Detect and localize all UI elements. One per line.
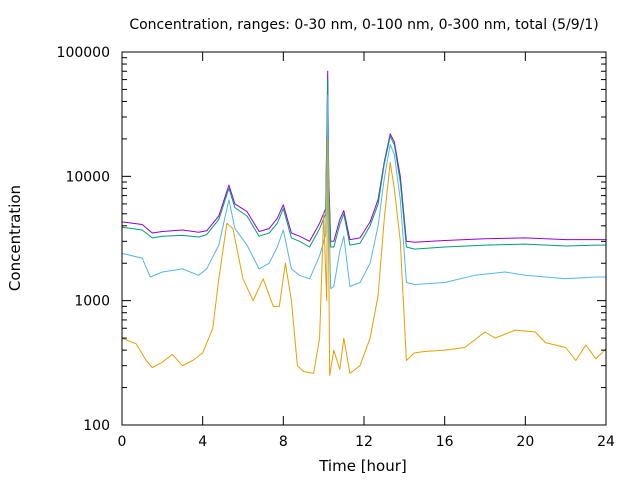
- ticks-layer: 0 4 8 12 16 20 24 100 1000 10000 100000: [57, 45, 615, 450]
- series-line-1: [121, 70, 606, 243]
- series-layer: [121, 70, 607, 376]
- series-line-4: [121, 138, 607, 376]
- x-tick-label: 12: [355, 434, 373, 450]
- series-line-3: [121, 94, 606, 290]
- y-tick-label: 100000: [57, 45, 110, 61]
- x-tick-label: 20: [516, 434, 534, 450]
- y-tick-label: 10000: [65, 169, 110, 185]
- y-tick-label: 1000: [74, 294, 110, 310]
- series-line-2: [121, 79, 606, 250]
- x-tick-label: 8: [279, 434, 288, 450]
- x-tick-label: 16: [436, 434, 454, 450]
- x-tick-label: 24: [597, 434, 615, 450]
- y-tick-label: 100: [83, 418, 110, 434]
- x-tick-label: 4: [198, 434, 207, 450]
- y-axis-label: Concentration: [6, 185, 24, 291]
- x-axis-label: Time [hour]: [318, 457, 407, 475]
- x-tick-label: 0: [118, 434, 127, 450]
- chart-title: Concentration, ranges: 0-30 nm, 0-100 nm…: [129, 17, 598, 33]
